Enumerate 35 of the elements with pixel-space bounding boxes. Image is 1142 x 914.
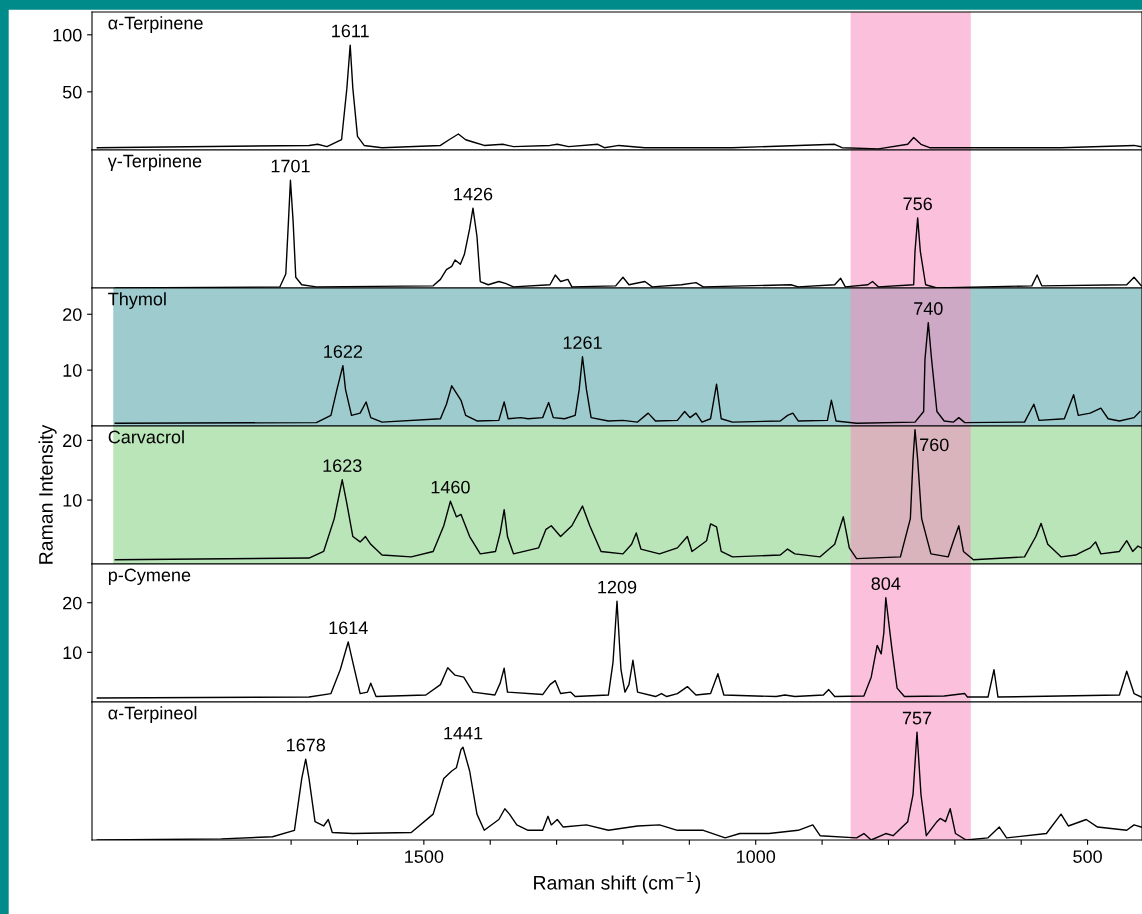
text: γ-Terpinene: [107, 154, 202, 171]
text: Thymol: [108, 292, 166, 309]
y-tick-label: 50: [62, 85, 82, 99]
annotation: 1261: [563, 336, 602, 349]
annotation: 740: [914, 302, 943, 315]
annotation: 1611: [332, 24, 369, 38]
annotation: 1701: [271, 159, 310, 173]
annotation: 1622: [324, 345, 363, 358]
annotation: 760: [920, 438, 949, 452]
y-tick-label: 100: [53, 28, 82, 42]
annotation: 1209: [598, 580, 637, 594]
y-tick-label: 20: [63, 308, 82, 321]
x-tick-label: 1500: [405, 850, 444, 863]
y-axis-title: Raman Intensity: [38, 424, 57, 564]
annotation: 1426: [454, 187, 493, 201]
text: α-Terpinene: [108, 16, 203, 33]
annotation: 1678: [287, 738, 326, 752]
x-tick-label: 500: [1073, 850, 1102, 863]
annotation: 757: [902, 711, 932, 725]
y-tick-label: 10: [63, 646, 82, 660]
text: Carvacrol: [108, 430, 184, 444]
annotation: 804: [871, 577, 901, 591]
y-tick-label: 10: [63, 494, 82, 507]
text: p-Cymene: [108, 568, 191, 585]
annotation: 756: [903, 197, 932, 211]
y-tick-label: 10: [63, 364, 82, 377]
y-tick-label: 20: [63, 434, 82, 448]
text: α-Terpineol: [108, 706, 197, 723]
annotation: 1623: [323, 459, 362, 473]
annotation: 1441: [444, 726, 483, 740]
x-tick-label: 1000: [737, 850, 776, 863]
x-axis-title: Raman shift (cm$^{−1}$): [534, 872, 701, 894]
annotation: 1614: [329, 621, 368, 635]
y-tick-label: 20: [63, 596, 82, 610]
annotation: 1460: [431, 480, 470, 494]
